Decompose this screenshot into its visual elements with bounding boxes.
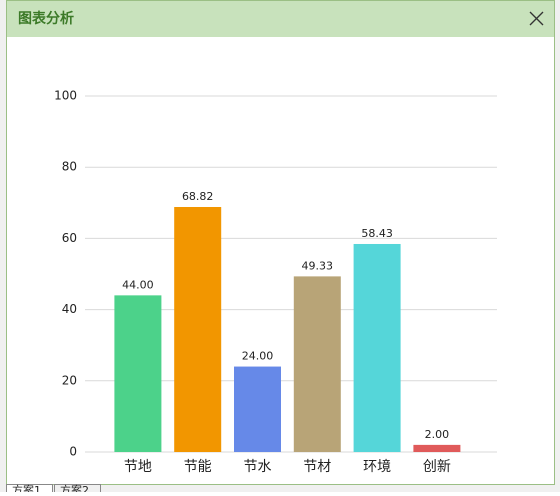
data-label: 49.33: [302, 259, 334, 272]
bar: [293, 276, 341, 452]
x-tick-label: 创新: [423, 459, 451, 475]
tab[interactable]: [54, 484, 101, 496]
title-bar: [7, 1, 554, 37]
bar: [114, 295, 162, 452]
data-label: 2.00: [425, 428, 450, 441]
plot: 0 20 40 60 80 100 44.00 节地 68.82 节能 24.00 节水 49.33 节材…: [54, 89, 497, 475]
x-tick-label: 节水: [244, 459, 272, 475]
data-label: 44.00: [122, 278, 154, 291]
y-tick-label: 80: [62, 160, 77, 174]
y-tick-label: 100: [54, 89, 77, 103]
tab[interactable]: [6, 484, 53, 496]
tab-label[interactable]: 方案1: [12, 483, 41, 496]
tab-label[interactable]: 方案2: [60, 483, 89, 496]
close-button[interactable]: [529, 11, 544, 26]
bar: [353, 243, 401, 452]
data-label: 24.00: [242, 350, 274, 363]
x-tick-label: 环境: [363, 459, 391, 475]
y-tick-label: 0: [69, 445, 77, 459]
y-tick-label: 20: [62, 373, 77, 387]
data-label: 58.43: [361, 227, 393, 240]
bar: [234, 366, 281, 452]
window-title: 图表分析: [18, 10, 74, 27]
y-tick-label: 40: [62, 302, 77, 316]
x-tick-label: 节能: [184, 459, 212, 475]
bar: [413, 444, 461, 452]
x-tick-label: 节材: [303, 459, 331, 475]
data-label: 68.82: [182, 190, 214, 203]
x-tick-label: 节地: [124, 459, 152, 475]
y-tick-label: 60: [62, 231, 77, 245]
bar: [174, 207, 222, 452]
close-icon[interactable]: [529, 11, 544, 26]
